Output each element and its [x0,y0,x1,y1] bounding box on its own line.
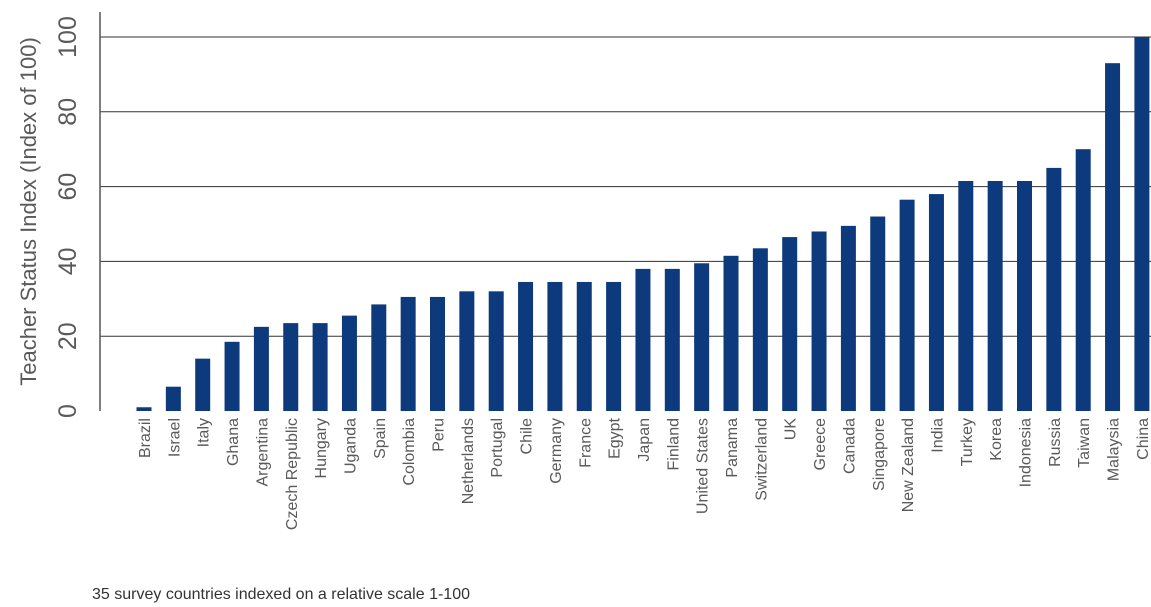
bars [136,37,1150,412]
x-tick-label: Brazil [137,418,154,458]
bar-argentina [253,326,269,411]
y-tick-label: 60 [54,173,82,201]
x-tick-label: Panama [724,418,741,478]
bar-uk [782,237,798,411]
y-axis-label: Teacher Status Index (Index of 100) [16,37,41,386]
x-tick-label: Spain [372,418,389,459]
x-tick-label: Russia [1047,418,1064,467]
gridlines [100,36,1151,337]
x-tick-label: Malaysia [1106,418,1123,481]
bar-france [576,281,592,411]
bar-italy [195,358,211,411]
x-tick-label: Hungary [313,418,330,478]
x-tick-label: Uganda [342,418,359,474]
x-tick-label: New Zealand [900,418,917,512]
x-tick-label: Czech Republic [284,418,301,530]
bar-india [928,194,944,411]
bar-israel [165,386,181,411]
bar-colombia [400,296,416,411]
x-tick-label: Canada [841,418,858,474]
bar-chart: 0 20 40 60 80 100 Brazil Israel Italy Ghana Argen… [16,12,1151,530]
y-tick-label: 20 [54,322,82,350]
y-tick-label: 40 [54,247,82,275]
bar-switzerland [752,248,768,411]
bar-chile [518,281,534,411]
x-tick-label: Colombia [401,418,418,486]
bar-turkey [958,180,974,411]
x-tick-label: Netherlands [460,418,477,504]
bar-spain [371,304,387,411]
x-tick-label: Israel [166,418,183,457]
x-tick-label: France [577,418,594,468]
x-tick-label: Taiwan [1076,418,1093,468]
bar-panama [723,255,739,411]
bar-finland [664,268,680,411]
bar-egypt [606,281,622,411]
x-tick-label: Singapore [871,418,888,491]
x-tick-label: Switzerland [753,418,770,501]
bar-singapore [870,216,886,411]
bar-china [1134,37,1150,411]
bar-taiwan [1075,149,1091,411]
bar-greece [811,231,827,411]
bar-hungary [312,323,328,411]
bar-ghana [224,341,240,411]
y-tick-label: 0 [54,404,82,418]
bar-russia [1046,167,1062,411]
x-tick-label: Greece [812,418,829,471]
bar-brazil [136,407,152,411]
x-tick-label: Portugal [489,418,506,478]
y-tick-labels: 0 20 40 60 80 100 [54,16,82,418]
x-tick-label: United States [695,418,712,514]
x-tick-label: Argentina [254,418,271,487]
bar-germany [547,281,563,411]
y-tick-label: 100 [54,16,82,58]
x-tick-label: Italy [196,418,213,447]
bar-japan [635,268,651,411]
bar-malaysia [1105,63,1121,412]
bar-portugal [488,291,504,411]
x-tick-labels: Brazil Israel Italy Ghana Argentina Czech Rep… [137,417,1151,530]
x-tick-label: Germany [548,418,565,484]
x-tick-label: Chile [519,418,536,455]
x-tick-label: UK [783,418,800,441]
x-tick-label: Peru [431,418,448,452]
bar-netherlands [459,291,475,411]
x-tick-label: Indonesia [1018,418,1035,487]
x-tick-label: Korea [988,418,1005,461]
bar-canada [840,225,856,411]
x-tick-label: China [1135,418,1151,460]
bar-peru [430,296,445,411]
footnote: 35 survey countries indexed on a relativ… [92,586,470,603]
x-tick-label: Turkey [959,418,976,466]
x-tick-label: Ghana [225,418,242,466]
x-tick-label: Egypt [607,417,624,458]
bar-korea [987,180,1003,411]
bar-indonesia [1017,180,1032,411]
x-tick-label: Finland [665,418,682,470]
bar-united-states [694,263,710,411]
y-tick-label: 80 [54,98,82,126]
bar-new-zealand [899,199,915,411]
bar-czech-republic [283,323,299,411]
bar-uganda [341,315,357,411]
x-tick-label: India [929,418,946,453]
x-tick-label: Japan [636,418,653,462]
